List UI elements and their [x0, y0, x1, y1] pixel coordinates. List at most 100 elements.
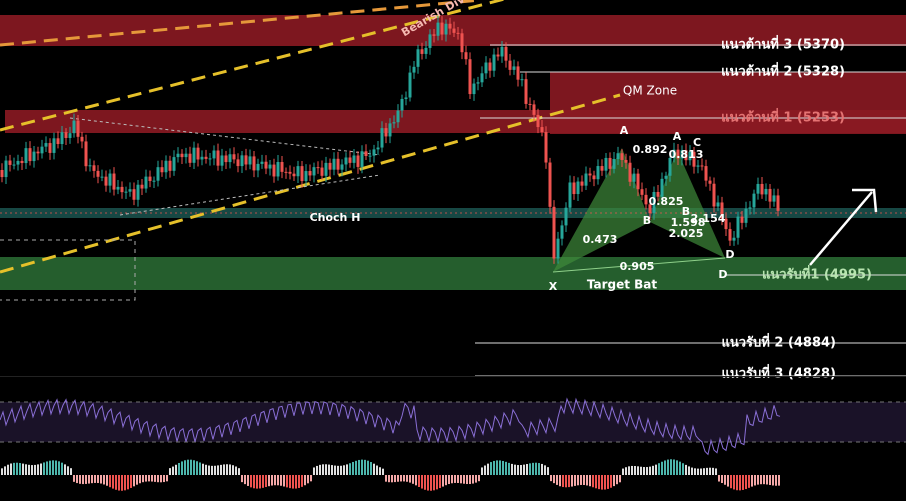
hist-bar [115, 475, 117, 490]
hist-bar [73, 475, 75, 482]
hist-bar [58, 461, 60, 475]
candle [308, 171, 312, 176]
hist-bar [4, 466, 6, 475]
hist-bar [334, 465, 336, 475]
hist-bar [730, 475, 732, 489]
candle [532, 104, 536, 115]
hist-bar [685, 464, 687, 475]
candle [144, 176, 148, 189]
hist-bar [370, 462, 372, 475]
candle [520, 79, 524, 81]
hist-bar [664, 460, 666, 475]
hist-bar [304, 475, 306, 486]
hist-bar [592, 475, 594, 488]
candles [0, 15, 780, 264]
candle [140, 184, 144, 189]
hist-bar [289, 475, 291, 489]
hist-bar [40, 463, 42, 475]
bat-leg [650, 150, 725, 258]
arrow [809, 191, 873, 266]
candle [20, 160, 24, 164]
hist-bar [310, 475, 312, 482]
hist-bar [118, 475, 120, 491]
candle [644, 194, 648, 205]
candle [204, 156, 208, 159]
candle [548, 162, 552, 207]
hist-bar [205, 464, 207, 475]
candle [88, 165, 92, 167]
trendline [0, 0, 507, 132]
hist-bar [202, 463, 204, 475]
candle [64, 132, 68, 138]
hist-bar [535, 462, 537, 475]
hist-bar [493, 460, 495, 475]
hist-bar [130, 475, 132, 488]
candle [544, 132, 548, 163]
candle [652, 192, 656, 214]
hist-bar [214, 465, 216, 475]
hist-bar [103, 475, 105, 485]
candle [244, 155, 248, 165]
hist-bar [139, 475, 141, 484]
hist-bar [253, 475, 255, 489]
candle [732, 237, 736, 241]
hist-bar [736, 475, 738, 491]
rsi-band [0, 402, 906, 442]
hist-bar [199, 462, 201, 475]
hist-bar [757, 475, 759, 485]
hist-bar [283, 475, 285, 487]
hist-bar [352, 461, 354, 475]
hist-bar [457, 475, 459, 483]
candle [312, 167, 316, 176]
hist-bar [328, 464, 330, 475]
hist-bar [412, 475, 414, 484]
hist-bar [631, 465, 633, 475]
hist-bar [262, 475, 264, 488]
hist-bar [439, 475, 441, 489]
candle [12, 164, 16, 166]
candle [716, 202, 720, 207]
candle [136, 184, 140, 200]
hist-bar [238, 468, 240, 475]
hist-bar [778, 475, 780, 486]
candle [748, 207, 752, 209]
candle [452, 28, 456, 33]
hist-bar [526, 464, 528, 475]
hist-bar [250, 475, 252, 488]
candle [444, 23, 448, 35]
hist-bar [247, 475, 249, 486]
candle [316, 167, 320, 169]
hist-bar [652, 465, 654, 475]
hist-bar [136, 475, 138, 485]
hist-bar [748, 475, 750, 488]
hist-bar [604, 475, 606, 490]
hist-bar [355, 460, 357, 475]
hist-bar [286, 475, 288, 488]
hist-bar [166, 475, 168, 482]
candle [664, 175, 668, 179]
hist-bar [259, 475, 261, 489]
hist-bar [34, 464, 36, 475]
hist-bar [745, 475, 747, 490]
hist-bar [694, 468, 696, 475]
hist-bar [490, 462, 492, 475]
hist-bar [415, 475, 417, 486]
hist-bar [55, 460, 57, 475]
hist-bar [316, 465, 318, 475]
candle [772, 195, 776, 202]
hist-bar [340, 465, 342, 475]
hist-bar [772, 475, 774, 486]
candle [668, 158, 672, 176]
bat-base [552, 257, 726, 273]
hist-bar [574, 475, 576, 486]
candle [336, 158, 340, 170]
candle [516, 66, 520, 80]
hist-bar [628, 466, 630, 475]
hist-bar [598, 475, 600, 490]
hist-bar [145, 475, 147, 482]
support-label: แนวรับที่ 3 (4828) [721, 364, 836, 382]
candle [752, 193, 756, 208]
hist-bar [7, 464, 9, 475]
hist-bar [274, 475, 276, 486]
